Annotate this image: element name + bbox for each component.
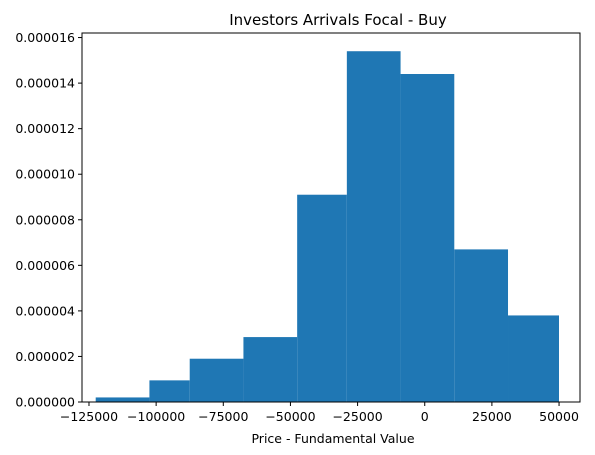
x-tick-label: −100000 bbox=[127, 409, 185, 424]
y-tick-label: 0.000000 bbox=[15, 395, 75, 410]
y-tick-label: 0.000010 bbox=[15, 167, 75, 182]
chart-title: Investors Arrivals Focal - Buy bbox=[229, 11, 447, 29]
x-tick-label: 25000 bbox=[472, 409, 512, 424]
y-tick-label: 0.000016 bbox=[15, 30, 75, 45]
histogram-bar bbox=[400, 74, 455, 402]
histogram-bar bbox=[189, 358, 244, 402]
y-tick-label: 0.000004 bbox=[15, 303, 75, 318]
x-tick-label: −50000 bbox=[265, 409, 315, 424]
histogram-bar bbox=[95, 397, 150, 402]
x-tick-label: −125000 bbox=[60, 409, 118, 424]
histogram-bar bbox=[243, 337, 298, 402]
histogram-bar bbox=[454, 249, 509, 402]
x-tick-label: 50000 bbox=[539, 409, 579, 424]
x-tick-label: −25000 bbox=[332, 409, 382, 424]
y-axis-ticks: 0.000000 0.000002 0.000004 0.000006 0.000008… bbox=[15, 30, 82, 410]
y-tick-label: 0.000014 bbox=[15, 76, 75, 91]
histogram-bar bbox=[346, 51, 401, 402]
x-axis-ticks: −125000 −100000 −75000 −50000 −25000 0 25000 50… bbox=[60, 402, 579, 424]
y-tick-label: 0.000002 bbox=[15, 349, 75, 364]
histogram-bar bbox=[508, 315, 559, 402]
x-tick-label: −75000 bbox=[198, 409, 248, 424]
bars-group bbox=[95, 51, 559, 402]
y-tick-label: 0.000008 bbox=[15, 212, 75, 227]
x-axis-label: Price - Fundamental Value bbox=[251, 431, 414, 446]
histogram-bar bbox=[149, 380, 190, 402]
plot-frame bbox=[81, 32, 581, 403]
y-tick-label: 0.000012 bbox=[15, 121, 75, 136]
x-tick-label: 0 bbox=[421, 409, 429, 424]
y-tick-label: 0.000006 bbox=[15, 258, 75, 273]
histogram-bar bbox=[297, 194, 347, 402]
